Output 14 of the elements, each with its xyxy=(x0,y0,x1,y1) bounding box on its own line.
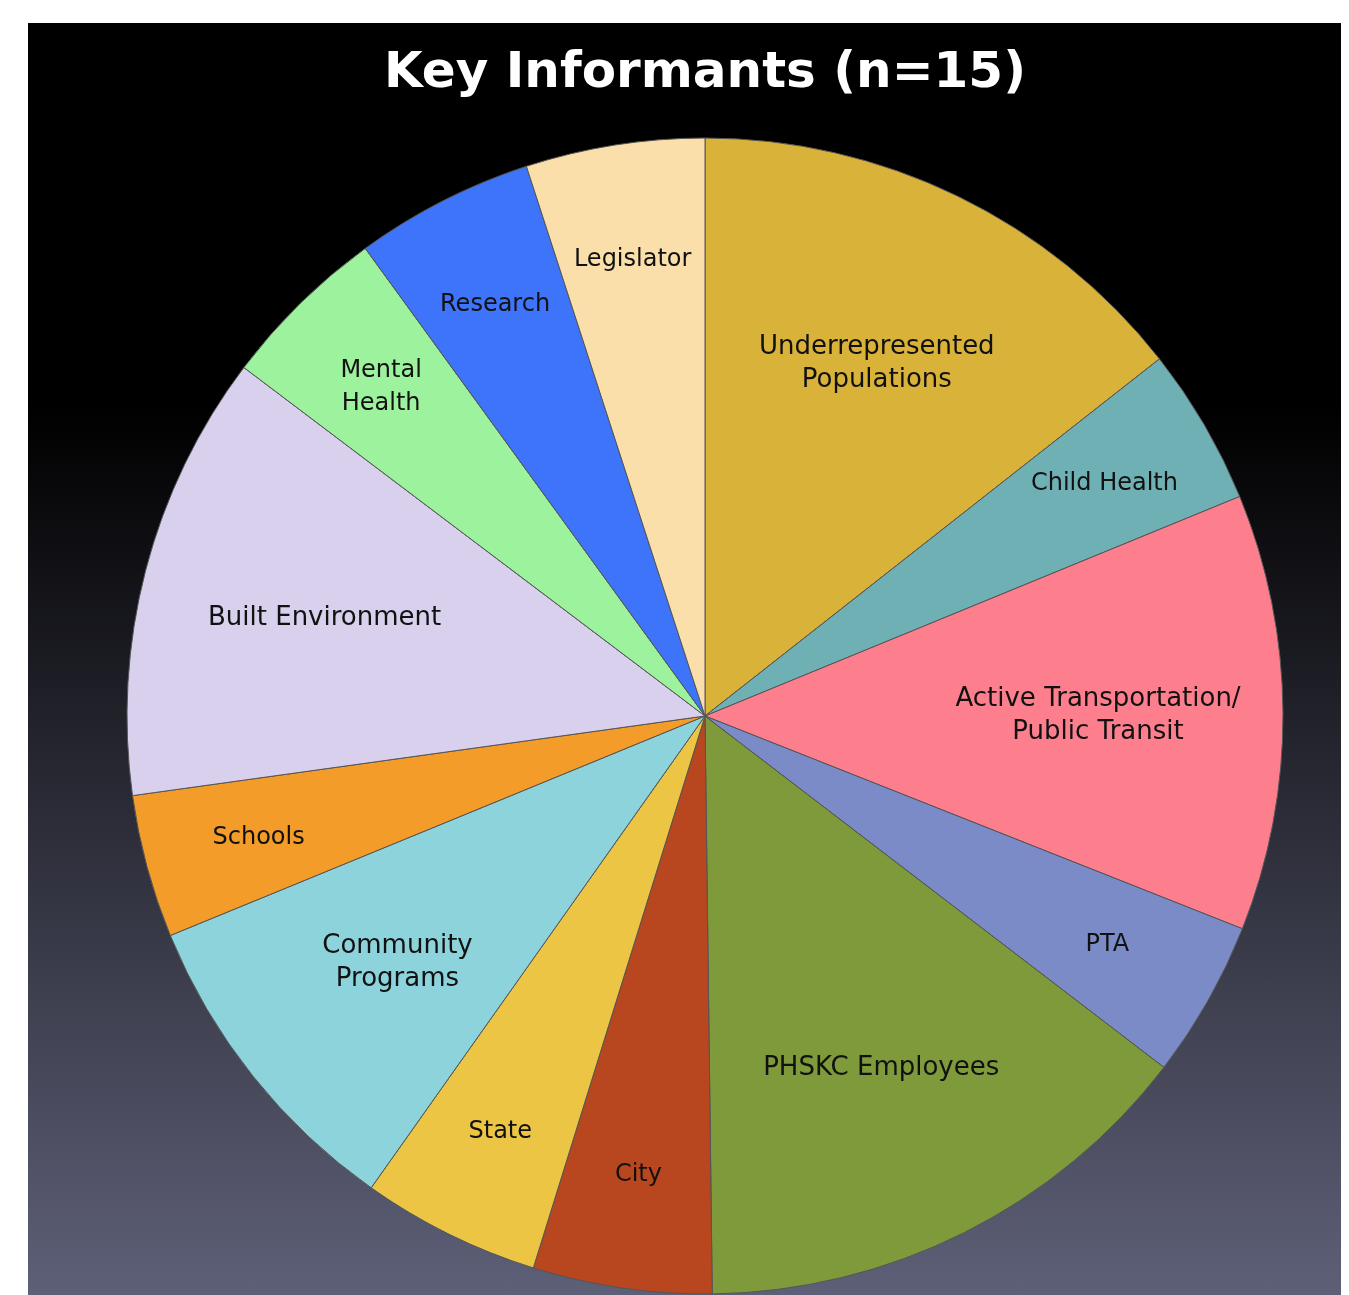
slice-label: Schools xyxy=(212,821,305,850)
slice-label: PTA xyxy=(1085,928,1130,957)
slice-label: City xyxy=(614,1158,662,1187)
slice-label: PHSKC Employees xyxy=(763,1050,1000,1081)
slice-label: Community Programs xyxy=(322,928,473,992)
slice-label: Mental Health xyxy=(340,354,422,416)
slice-label: Active Transportation/ Public Transit xyxy=(955,681,1241,745)
chart-title: Key Informants (n=15) xyxy=(383,40,1027,99)
slice-label: Research xyxy=(440,289,551,317)
slice-label: Built Environment xyxy=(207,600,442,631)
slice-label: Child Health xyxy=(1030,468,1178,497)
slice-label: State xyxy=(468,1115,533,1144)
slice-label: Legislator xyxy=(573,244,692,273)
slice-label: Underrepresented Populations xyxy=(758,330,995,393)
